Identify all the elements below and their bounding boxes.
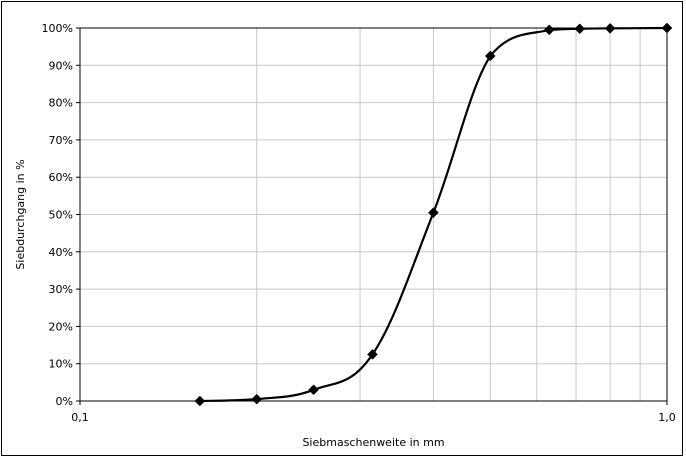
y-tick-label: 30%	[49, 283, 73, 296]
data-point-marker	[661, 22, 673, 34]
data-point-marker	[308, 384, 319, 396]
y-tick-label: 0%	[56, 395, 73, 408]
x-tick-label: 1,0	[658, 411, 676, 424]
data-point-marker	[484, 50, 496, 62]
data-point-marker	[194, 395, 206, 407]
y-tick-label: 90%	[49, 59, 73, 72]
y-tick-label: 100%	[42, 22, 73, 35]
y-tick-label: 80%	[49, 97, 73, 110]
series-line	[199, 26, 668, 403]
y-tick-label: 10%	[49, 358, 73, 371]
x-tick-label: 0,1	[71, 411, 89, 424]
data-point-marker	[428, 207, 439, 218]
y-tick-label: 50%	[49, 209, 73, 222]
y-tick-label: 40%	[49, 246, 73, 259]
data-point-marker	[543, 24, 555, 36]
y-tick-label: 20%	[49, 320, 73, 333]
data-point-marker	[604, 23, 616, 34]
y-tick-label: 60%	[49, 171, 73, 184]
data-point-marker	[367, 349, 378, 360]
data-markers	[194, 22, 673, 407]
x-axis-title: Siebmaschenweite in mm	[302, 436, 444, 449]
x-tick-labels: 0,1 1,0	[71, 401, 676, 424]
y-axis-title: Siebdurchgang in %	[14, 159, 27, 269]
y-tick-label: 70%	[49, 134, 73, 147]
data-point-marker	[574, 23, 586, 35]
data-point-marker	[251, 393, 263, 405]
y-tick-labels: 0% 10% 20% 30% 40% 50% 60% 70% 80% 90% 100%	[42, 22, 80, 408]
gridlines	[80, 27, 668, 401]
